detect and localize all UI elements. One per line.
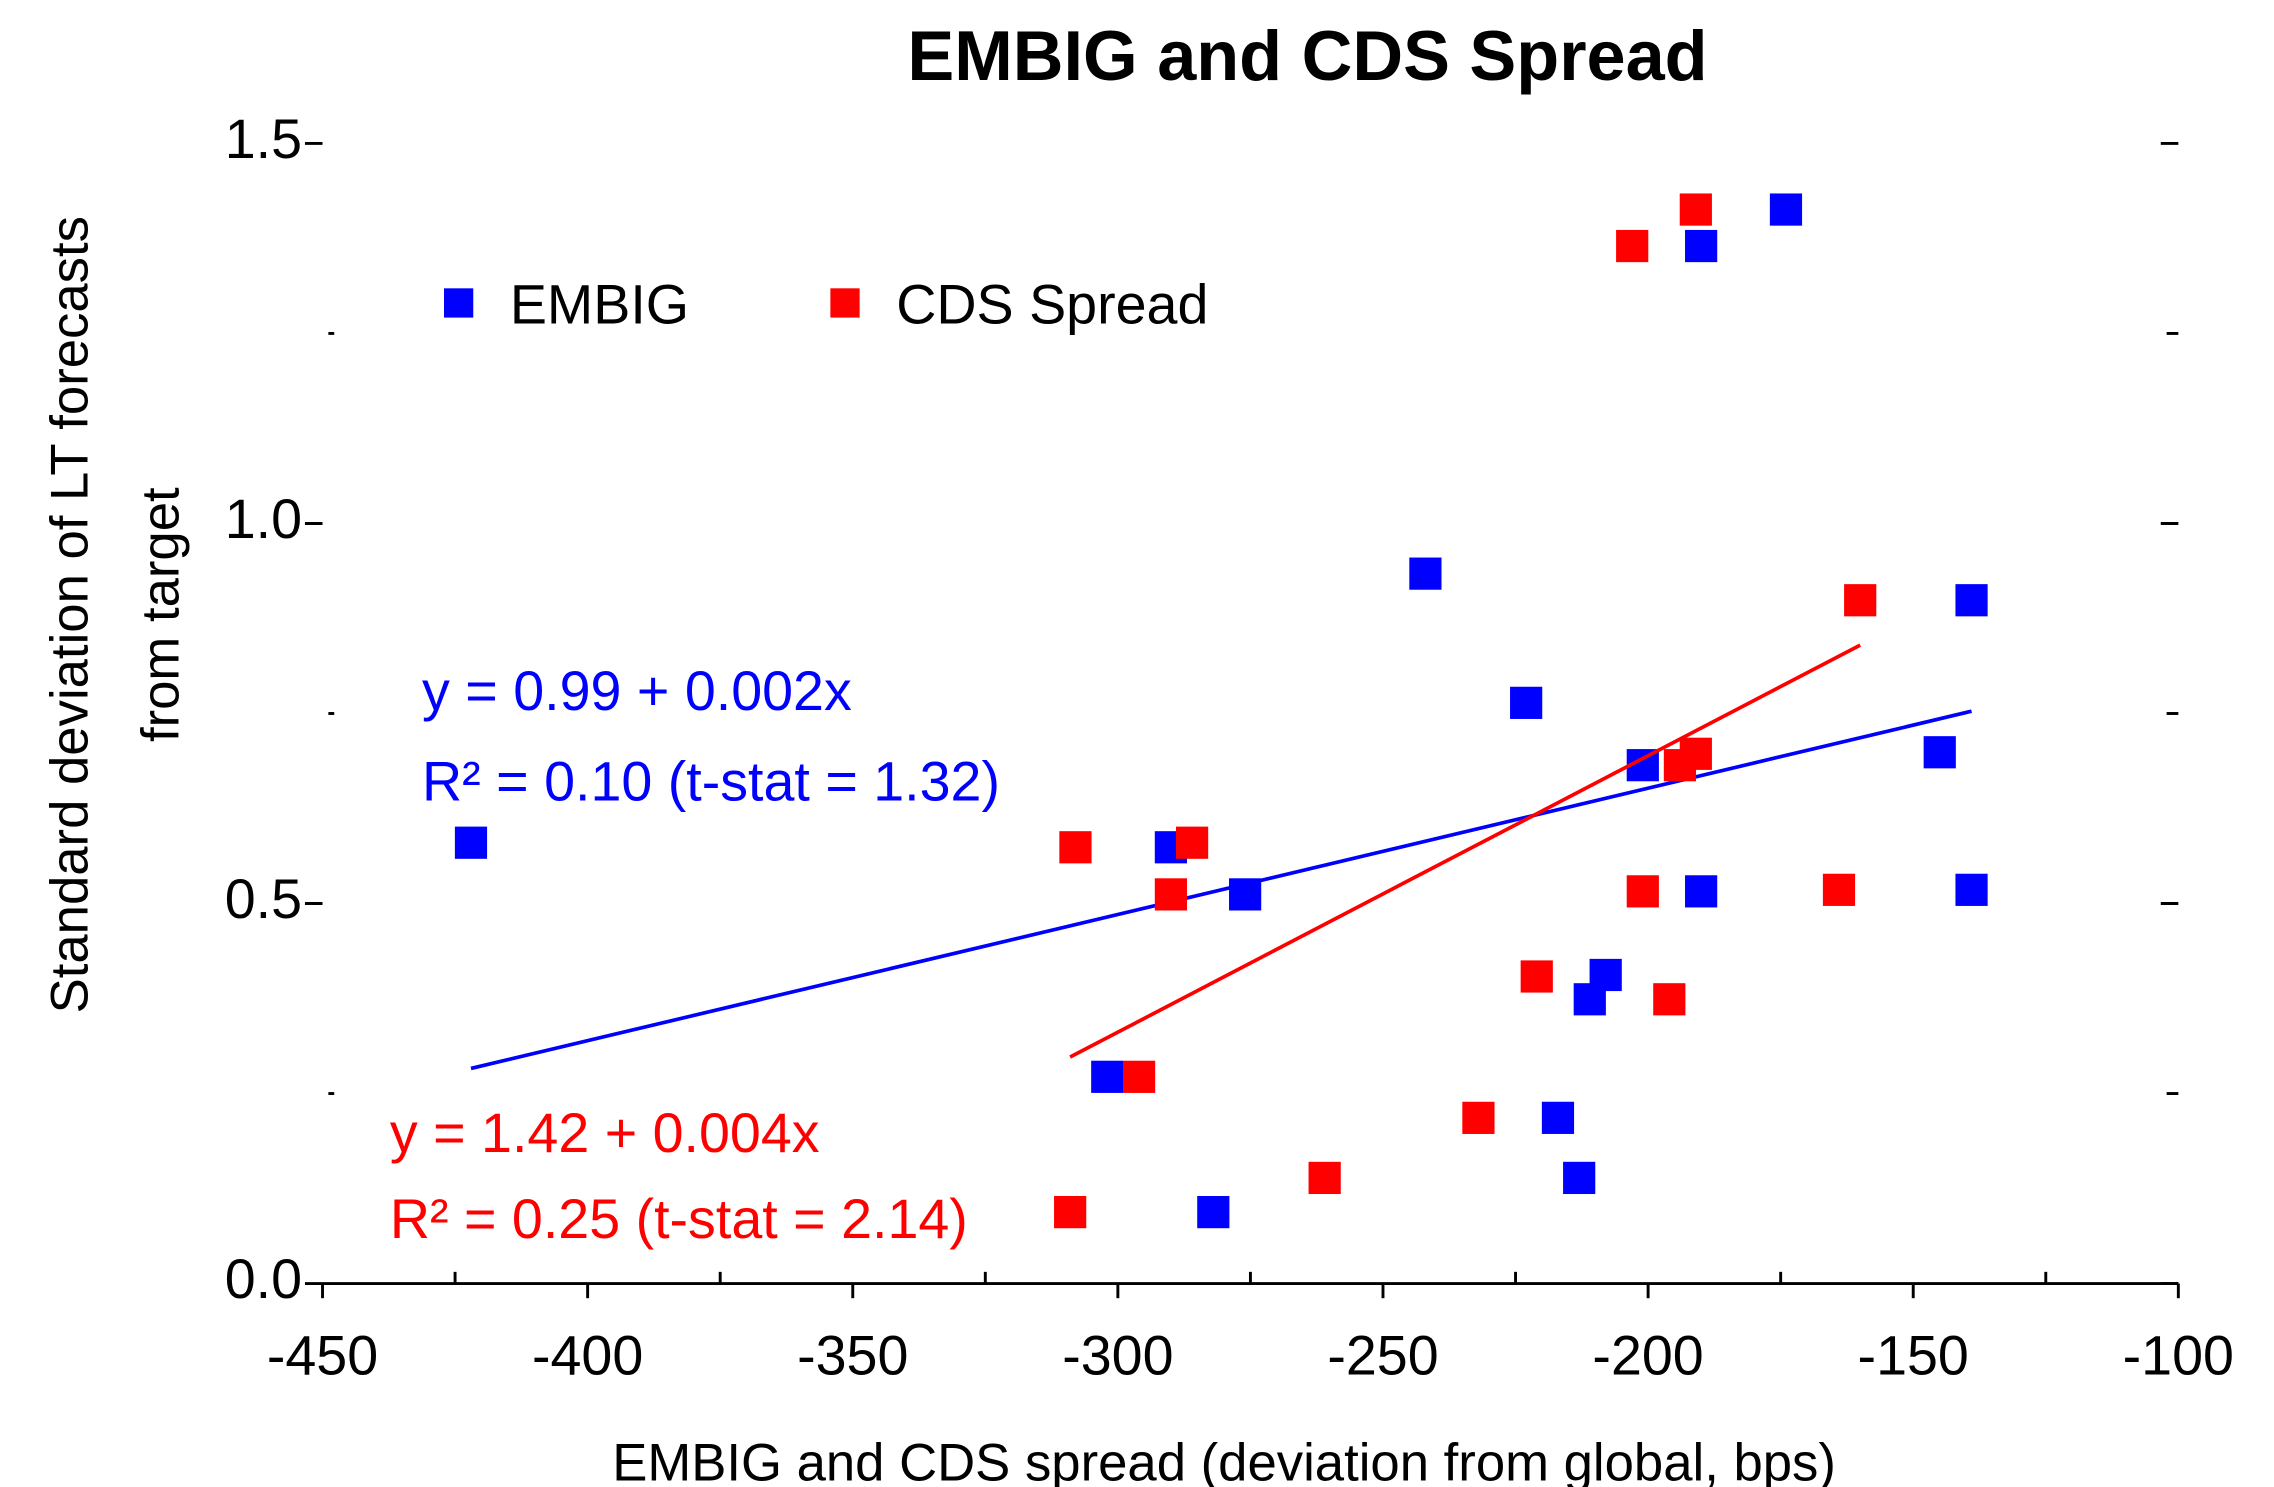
point [1923,736,1956,769]
point [1054,1196,1087,1229]
point [1653,983,1686,1016]
annotation: y = 0.99 + 0.002x [422,660,852,722]
point [1308,1161,1341,1195]
x-tick-label: -350 [797,1324,908,1386]
point [1955,873,1988,906]
point [1679,737,1712,770]
x-tick-label: -400 [532,1324,643,1386]
legend-marker [830,288,860,318]
x-tick-label: -200 [1592,1324,1703,1386]
point [1573,983,1606,1016]
point [1541,1101,1575,1134]
x-tick-label: -450 [267,1324,378,1386]
x-axis-label: EMBIG and CDS spread (deviation from glo… [612,1433,1836,1487]
point [1822,873,1856,906]
chart-title: EMBIG and CDS Spread [907,16,1707,95]
point [1229,878,1262,911]
x-tick-label: -250 [1327,1324,1438,1386]
legend-marker [443,288,474,318]
annotation: R² = 0.25 (t-stat = 2.14) [390,1188,968,1250]
point [1685,875,1718,908]
annotation: R² = 0.10 (t-stat = 1.32) [422,751,1000,813]
point [1197,1196,1230,1229]
y-axis-label: Standard deviation of LT forecasts [41,216,100,1013]
point [1520,960,1553,993]
point [1059,831,1092,864]
y-axis-label: from target [131,487,190,742]
y-tick-label: 1.0 [225,488,302,550]
y-tick-label: 0.0 [225,1248,302,1310]
point [1563,1161,1596,1195]
legend-label: EMBIG [510,274,689,336]
point [1091,1060,1124,1093]
x-tick-label: -150 [1858,1324,1969,1386]
point [1122,1060,1156,1093]
point [1154,878,1187,911]
y-tick-label: 1.5 [225,108,302,170]
point [454,826,488,859]
trend-line [470,709,1972,1071]
x-tick-label: -300 [1062,1324,1173,1386]
annotation: y = 1.42 + 0.004x [390,1102,820,1164]
x-tick-label: -100 [2123,1324,2234,1386]
point [1462,1101,1495,1134]
point [1176,826,1209,859]
y-tick-label: 0.5 [225,868,302,930]
point [1409,557,1442,590]
point [1685,229,1718,263]
point [1626,875,1659,908]
point [1955,584,1988,617]
point [1769,193,1803,226]
trend-line [1069,643,1862,1059]
point [1679,193,1712,226]
legend-label: CDS Spread [896,274,1208,336]
point [1616,229,1649,263]
point [1844,584,1877,617]
point [1510,686,1543,719]
